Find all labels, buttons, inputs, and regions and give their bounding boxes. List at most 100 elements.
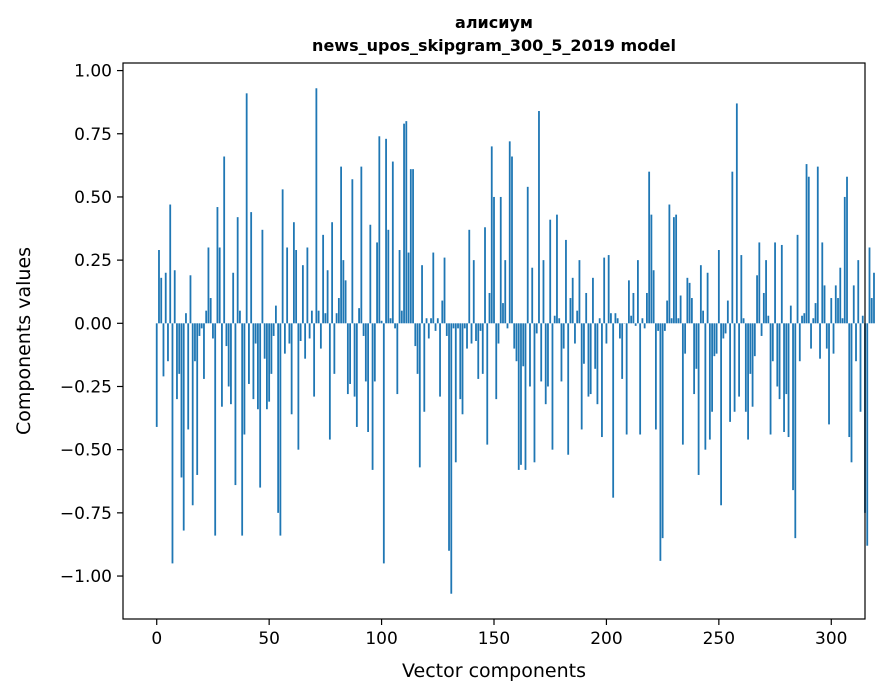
bar-109 [400, 310, 403, 324]
bar-182 [565, 239, 567, 324]
bar-20 [200, 323, 203, 329]
bar-198 [601, 323, 603, 438]
bar-163 [522, 323, 525, 367]
bar-247 [711, 323, 713, 412]
bar-72 [317, 310, 320, 324]
bar-69 [310, 310, 313, 324]
bar-158 [511, 156, 513, 324]
y-tick-label: −0.75 [60, 504, 112, 524]
bar-244 [704, 323, 707, 450]
bar-51 [270, 323, 273, 374]
bar-47 [261, 229, 264, 324]
bar-156 [506, 323, 509, 329]
bar-232 [677, 318, 680, 324]
bar-86 [349, 323, 351, 384]
bar-233 [679, 295, 682, 324]
bar-21 [203, 323, 205, 379]
bar-23 [207, 247, 210, 324]
bar-213 [634, 323, 637, 326]
bar-207 [621, 323, 624, 379]
bar-1 [158, 250, 160, 324]
bar-319 [873, 272, 875, 324]
bar-243 [702, 310, 705, 324]
bar-293 [814, 303, 817, 324]
bar-16 [191, 323, 194, 506]
bar-225 [661, 323, 664, 539]
bar-7 [171, 323, 174, 564]
bar-179 [558, 318, 561, 324]
bar-61 [292, 222, 295, 324]
bar-150 [493, 196, 495, 324]
bar-122 [430, 318, 432, 324]
bar-184 [569, 298, 572, 324]
bar-276 [776, 323, 779, 387]
bar-286 [798, 323, 801, 362]
bar-269 [760, 323, 763, 336]
bar-95 [369, 224, 372, 324]
bar-250 [717, 250, 720, 324]
bar-217 [643, 323, 646, 329]
bar-309 [850, 323, 853, 463]
bar-178 [556, 214, 558, 324]
bar-275 [774, 242, 776, 324]
bar-210 [628, 280, 630, 324]
bar-201 [607, 255, 610, 324]
bar-133 [454, 323, 457, 463]
bar-256 [731, 171, 734, 324]
bar-93 [364, 323, 367, 382]
bar-317 [868, 247, 871, 324]
y-tick-label: 0.75 [74, 125, 112, 145]
x-tick-label: 250 [703, 629, 735, 649]
bar-105 [391, 161, 394, 324]
bar-54 [277, 323, 280, 513]
bar-206 [619, 323, 621, 339]
bar-261 [742, 318, 745, 324]
bar-57 [283, 323, 286, 354]
bar-318 [870, 298, 873, 324]
bar-205 [616, 318, 619, 324]
bar-53 [275, 305, 277, 324]
x-axis-ticks: 0 50 100 150 200 250 300 [151, 619, 847, 649]
bar-164 [524, 323, 527, 470]
bar-273 [769, 323, 772, 435]
bar-44 [254, 323, 257, 344]
bar-294 [816, 166, 819, 324]
bar-303 [837, 298, 839, 324]
bar-124 [434, 323, 437, 331]
bar-234 [681, 323, 684, 445]
bar-262 [744, 323, 747, 412]
bars-group [155, 88, 875, 594]
bar-255 [729, 323, 731, 422]
bar-252 [722, 323, 725, 339]
bar-187 [576, 310, 579, 324]
bar-79 [333, 323, 336, 374]
y-tick-label: 0.50 [74, 188, 112, 208]
bar-100 [380, 320, 383, 324]
bar-75 [324, 313, 327, 324]
y-axis-ticks: 1.00 0.75 0.50 0.25 0.00 −0.25 −0.50 −0.75 −1.00 [60, 62, 123, 587]
bar-32 [227, 323, 230, 387]
bar-169 [535, 323, 538, 334]
bar-64 [299, 323, 302, 341]
y-tick-label: −0.50 [60, 441, 112, 461]
bar-228 [668, 204, 671, 324]
bar-107 [396, 323, 399, 395]
bar-34 [232, 272, 235, 324]
bar-106 [394, 323, 396, 329]
bar-278 [780, 244, 783, 324]
bar-139 [468, 229, 471, 324]
bar-283 [792, 323, 794, 491]
bar-27 [216, 207, 219, 324]
bar-14 [187, 323, 190, 430]
bar-46 [259, 323, 262, 488]
bar-224 [659, 323, 662, 561]
bar-310 [852, 285, 855, 324]
bar-271 [765, 260, 767, 324]
bar-78 [331, 222, 334, 324]
bar-49 [266, 323, 268, 410]
bar-102 [385, 138, 387, 324]
bar-235 [684, 323, 687, 354]
bar-284 [794, 323, 797, 539]
bar-33 [230, 323, 232, 405]
bar-257 [733, 323, 736, 412]
